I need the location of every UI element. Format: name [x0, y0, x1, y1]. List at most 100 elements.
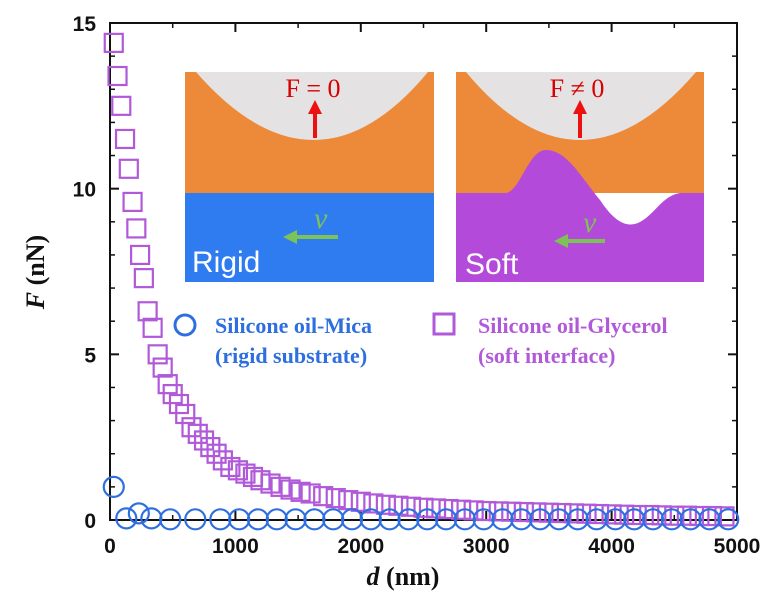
legend-mica-line1: Silicone oil-Mica: [215, 313, 372, 338]
y-axis-ticks: 0 5 10 15: [73, 13, 737, 533]
x-axis-ticks: 0 1000 2000 3000 4000 5000: [104, 23, 760, 558]
data-point-mica: [717, 508, 740, 531]
data-point-glycerol: [701, 505, 723, 527]
data-point-glycerol: [133, 268, 154, 289]
data-point-glycerol: [438, 498, 459, 520]
inset-rigid-velocity-label: v: [314, 202, 328, 235]
data-point-glycerol: [111, 95, 132, 116]
inset-soft-velocity-arrowhead: [554, 234, 568, 248]
x-tick-label: 2000: [337, 535, 384, 558]
inset-rigid-velocity-arrowhead: [283, 230, 297, 244]
legend-glycerol-line1: Silicone oil-Glycerol: [478, 313, 668, 338]
x-tick-label: 3000: [463, 535, 510, 558]
inset-soft-force-label: F ≠ 0: [550, 74, 605, 103]
y-axis-label: F (nN): [21, 235, 50, 310]
x-tick-label: 5000: [714, 535, 761, 558]
data-point-glycerol: [639, 504, 660, 526]
data-point-glycerol: [118, 158, 139, 179]
data-point-mica: [434, 508, 458, 531]
data-point-mica: [115, 507, 138, 530]
inset-soft-velocity-label: v: [583, 206, 597, 239]
inset-rigid-label: Rigid: [192, 246, 260, 279]
series-mica: [102, 475, 740, 531]
data-point-mica: [510, 508, 533, 531]
data-point-mica: [303, 508, 326, 531]
data-point-glycerol: [187, 423, 208, 444]
data-point-mica: [209, 508, 232, 531]
x-tick-label: 4000: [588, 535, 635, 558]
x-axis-label: d (nm): [367, 562, 440, 591]
legend-glycerol-marker: [432, 312, 456, 336]
data-point-mica: [228, 508, 251, 531]
data-point-glycerol: [227, 460, 249, 481]
data-point-mica: [491, 508, 514, 531]
legend-mica-marker: [173, 313, 197, 337]
data-point-mica: [397, 508, 420, 531]
y-tick-label: 0: [84, 510, 96, 533]
data-point-glycerol: [350, 491, 371, 512]
data-point-mica: [679, 508, 702, 531]
data-point-glycerol: [193, 430, 215, 451]
data-point-mica: [529, 508, 552, 531]
data-point-mica: [698, 508, 721, 531]
data-point-mica: [246, 508, 270, 531]
data-point-glycerol: [152, 357, 173, 378]
data-point-mica: [102, 475, 125, 498]
data-point-glycerol: [122, 191, 143, 213]
data-point-glycerol: [626, 504, 647, 526]
inset-soft-substrate: [456, 150, 704, 282]
inset-soft-label: Soft: [465, 248, 519, 281]
y-tick-label: 5: [84, 344, 96, 367]
data-point-mica: [322, 508, 345, 531]
data-point-mica: [641, 508, 665, 531]
data-point-mica: [340, 508, 364, 531]
data-point-glycerol: [563, 503, 585, 524]
inset-rigid: F = 0 v Rigid: [185, 72, 434, 282]
data-point-mica: [378, 508, 401, 531]
data-point-glycerol: [413, 497, 434, 518]
inset-soft: F ≠ 0 v Soft: [456, 72, 704, 282]
data-point-glycerol: [235, 463, 256, 484]
data-point-mica: [184, 508, 207, 531]
data-point-mica: [585, 508, 608, 531]
data-point-mica: [140, 507, 163, 530]
data-point-glycerol: [206, 443, 227, 464]
data-point-glycerol: [313, 486, 334, 507]
data-point-glycerol: [325, 488, 346, 509]
data-point-glycerol: [601, 504, 622, 525]
data-point-mica: [265, 508, 288, 531]
data-point-glycerol: [129, 244, 151, 266]
data-point-glycerol: [126, 218, 147, 239]
data-point-mica: [547, 508, 571, 531]
data-point-mica: [660, 508, 683, 531]
data-point-mica: [159, 508, 182, 531]
y-tick-label: 15: [73, 13, 97, 36]
legend-glycerol-line2: (soft interface): [478, 343, 615, 368]
data-point-mica: [604, 508, 627, 531]
data-point-glycerol: [147, 344, 168, 365]
inset-rigid-force-label: F = 0: [285, 74, 340, 103]
data-point-glycerol: [103, 32, 124, 53]
data-point-glycerol: [107, 65, 128, 87]
data-point-glycerol: [714, 506, 735, 527]
data-point-glycerol: [375, 494, 396, 515]
data-point-glycerol: [137, 301, 158, 322]
inset-soft-force-arrowhead: [573, 100, 587, 114]
data-point-glycerol: [664, 505, 685, 526]
data-point-glycerol: [676, 505, 697, 526]
data-point-glycerol: [400, 496, 422, 517]
data-point-mica: [359, 508, 382, 531]
data-point-mica: [284, 508, 307, 531]
data-point-glycerol: [114, 128, 136, 150]
data-point-glycerol: [200, 437, 221, 458]
data-point-glycerol: [175, 403, 196, 425]
data-point-glycerol: [363, 493, 384, 514]
data-point-glycerol: [300, 483, 321, 504]
data-point-mica: [416, 508, 439, 531]
data-point-glycerol: [181, 417, 202, 438]
legend-mica-line2: (rigid substrate): [215, 343, 367, 368]
inset-rigid-force-arrowhead: [308, 100, 322, 114]
data-point-mica: [566, 508, 589, 531]
data-point-mica: [127, 502, 150, 525]
